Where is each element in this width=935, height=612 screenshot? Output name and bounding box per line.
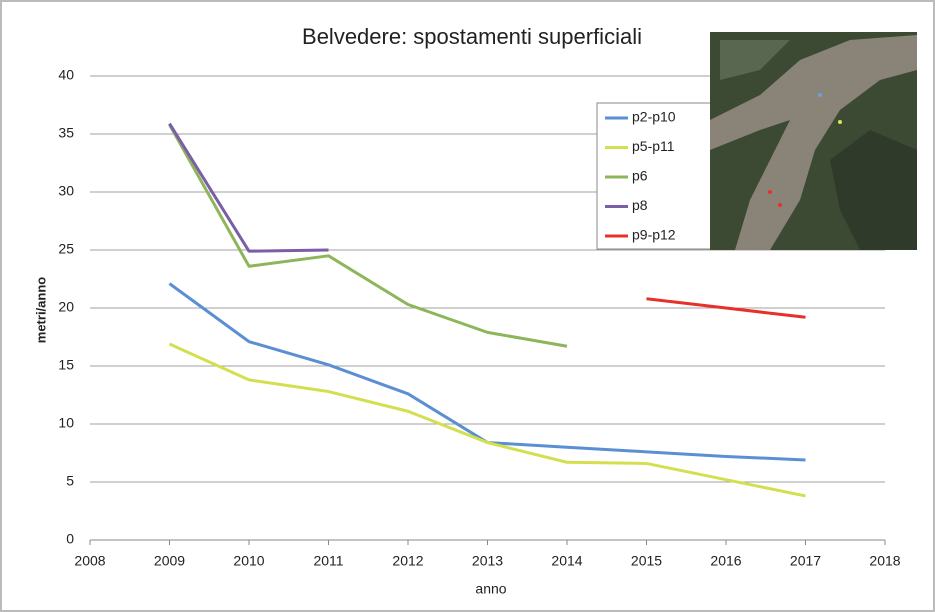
x-tick-label: 2015 (631, 553, 662, 569)
legend-label: p9-p12 (632, 227, 676, 243)
series-line (168, 123, 568, 348)
x-tick-label: 2010 (233, 553, 264, 569)
x-tick-label: 2008 (74, 553, 105, 569)
series-line (168, 122, 329, 253)
y-tick-label: 15 (58, 357, 74, 373)
plot-area: 0 5 10 15 20 25 30 35 40 2008 2009 2010 2011 2012 2013… (58, 67, 900, 569)
y-tick-label: 5 (66, 473, 74, 489)
y-tick-label: 30 (58, 183, 74, 199)
legend-label: p5-p11 (632, 138, 675, 154)
y-tick-label: 10 (58, 415, 74, 431)
legend-label: p6 (632, 168, 648, 184)
x-tick-label: 2009 (154, 553, 185, 569)
x-tick-label: 2012 (392, 553, 423, 569)
y-tick-label: 0 (66, 531, 74, 547)
x-tick-label: 2017 (790, 553, 821, 569)
y-tick-label: 20 (58, 299, 74, 315)
y-tick-label: 25 (58, 241, 74, 257)
x-tick-label: 2011 (313, 553, 343, 569)
y-tick-label: 35 (58, 125, 74, 141)
inset-photo (710, 32, 917, 250)
x-tick-label: 2018 (869, 553, 900, 569)
series-line (646, 297, 806, 319)
legend-label: p8 (632, 197, 648, 213)
series-line (168, 342, 806, 498)
x-tick-label: 2013 (472, 553, 503, 569)
y-axis-label: metri/anno (33, 277, 48, 344)
y-tick-label: 40 (58, 67, 74, 83)
legend-label: p2-p10 (632, 109, 676, 125)
x-tick-label: 2014 (551, 553, 582, 569)
x-tick-label: 2016 (710, 553, 741, 569)
x-axis-label: anno (475, 581, 506, 597)
chart-title: Belvedere: spostamenti superficiali (302, 24, 642, 49)
legend-entries: p2-p10 p5-p11 p6 p8 p9-p12 (605, 109, 676, 243)
